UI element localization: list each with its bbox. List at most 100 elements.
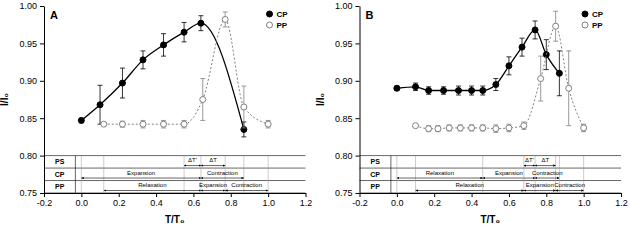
error-bar — [493, 79, 498, 91]
data-point — [519, 44, 525, 50]
x-tick-label: 0.4 — [150, 198, 163, 208]
phase-label: Expansion — [495, 170, 523, 176]
x-tick-label: 0.6 — [188, 198, 201, 208]
phase-arrow — [556, 190, 584, 191]
error-bar-cap — [538, 100, 543, 101]
error-bar-cap — [469, 95, 474, 96]
data-point — [140, 121, 146, 127]
error-bar — [223, 12, 228, 27]
error-bar — [182, 120, 187, 127]
figure: -0.20.00.20.40.60.81.01.20.750.800.850.9… — [0, 0, 631, 229]
phase-table: PSCPPPΔT'ΔTExpansionContractionRelaxatio… — [44, 156, 306, 193]
x-tick-label: 0.8 — [225, 198, 238, 208]
y-tick-label: 0.90 — [19, 76, 37, 86]
series-line — [397, 30, 560, 91]
data-point — [181, 29, 187, 35]
x-tick: 0.6 — [188, 193, 201, 208]
data-point — [532, 27, 538, 33]
x-tick: 0.8 — [541, 193, 554, 208]
error-bar — [98, 85, 103, 124]
phase-arrow — [201, 165, 225, 166]
error-bar — [161, 120, 166, 127]
x-tick-mark — [584, 193, 585, 197]
error-bar — [241, 86, 246, 128]
error-bar — [120, 121, 125, 127]
x-tick: 0.2 — [428, 193, 441, 208]
y-tick-label: 0.85 — [19, 114, 37, 124]
error-bar-cap — [553, 11, 558, 12]
error-bar-cap — [520, 38, 525, 39]
panel: -0.20.00.20.40.60.81.01.20.750.800.850.9… — [0, 1, 312, 225]
data-point — [394, 85, 400, 91]
phase-arrow — [184, 165, 201, 166]
data-point — [181, 121, 187, 127]
error-bar-cap — [140, 50, 145, 51]
data-point — [493, 82, 499, 88]
y-tick: 0.90 — [335, 76, 360, 86]
y-tick-label: 1.00 — [335, 1, 353, 11]
phase-table: PSCPPPΔT'ΔTRelaxationExpansionContractio… — [360, 156, 622, 193]
data-point — [435, 126, 441, 132]
y-tick-mark — [40, 118, 44, 119]
x-tick-mark — [306, 193, 307, 197]
data-point — [581, 125, 587, 131]
data-point — [200, 97, 206, 103]
error-bar — [566, 51, 571, 126]
data-point — [441, 88, 447, 94]
data-point — [457, 125, 463, 131]
y-tick-label: 0.95 — [335, 39, 353, 49]
error-bar-cap — [140, 68, 145, 69]
error-bar-cap — [200, 78, 205, 79]
panel: -0.20.00.20.40.60.81.01.20.750.800.850.9… — [315, 1, 628, 225]
x-tick: 0.8 — [225, 193, 238, 208]
error-bar-cap — [241, 86, 246, 87]
x-tick-label: 0.2 — [428, 198, 441, 208]
error-bar-cap — [469, 86, 474, 87]
legend-item: PP — [582, 21, 603, 30]
x-axis-title: T/T₀ — [165, 214, 185, 225]
table-rule — [360, 193, 622, 194]
data-point — [413, 84, 419, 90]
data-point — [493, 126, 499, 132]
x-tick: 1.0 — [262, 193, 275, 208]
data-point — [480, 125, 486, 131]
plot-area — [394, 11, 587, 132]
phase-boundary — [184, 156, 185, 193]
phase-arrow — [201, 190, 225, 191]
data-point — [222, 16, 228, 22]
error-bar — [538, 56, 543, 101]
x-tick: 0.6 — [503, 193, 516, 208]
x-tick: 0.4 — [466, 193, 479, 208]
phase-arrow — [524, 190, 556, 191]
error-bar-cap — [200, 120, 205, 121]
error-bar — [426, 126, 431, 132]
x-tick-label: 0.8 — [541, 198, 554, 208]
data-point — [161, 42, 167, 48]
error-bar-cap — [506, 56, 511, 57]
y-tick: 0.85 — [19, 114, 44, 124]
y-tick-mark — [356, 43, 360, 44]
x-tick-label: 0.2 — [113, 198, 126, 208]
error-bar-cap — [538, 56, 543, 57]
error-bar-cap — [566, 50, 571, 51]
y-tick-label: 0.75 — [19, 188, 37, 198]
y-tick-mark — [40, 81, 44, 82]
x-tick-label: -0.2 — [352, 198, 368, 208]
error-bar — [480, 86, 485, 95]
phase-label: Contraction — [207, 170, 238, 176]
data-point — [553, 23, 559, 29]
y-tick: 0.90 — [19, 76, 44, 86]
error-bar-cap — [520, 56, 525, 57]
legend-symbol — [582, 11, 588, 17]
series-line — [81, 23, 244, 129]
error-bar — [520, 38, 525, 56]
legend-label: CP — [592, 10, 604, 19]
data-point — [426, 126, 432, 132]
phase-label: Contraction — [554, 182, 585, 188]
x-tick-label: 0.0 — [391, 198, 404, 208]
error-bar — [182, 22, 187, 41]
phase-arrow — [81, 178, 201, 179]
error-bar-cap — [480, 86, 485, 87]
error-bar — [140, 120, 145, 127]
x-tick-label: 1.0 — [262, 198, 275, 208]
